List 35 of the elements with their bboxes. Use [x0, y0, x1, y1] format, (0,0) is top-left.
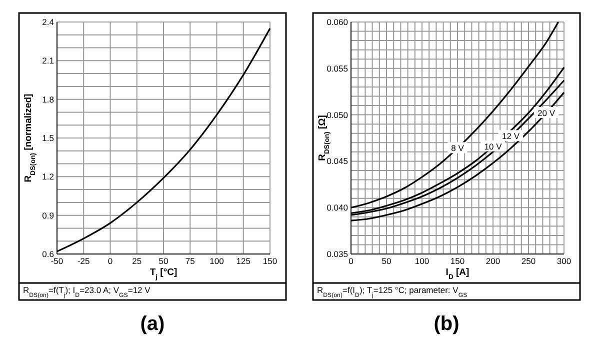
x-tick-label: 100	[210, 256, 224, 266]
text: (a)	[140, 313, 165, 335]
x-tick-label: 300	[556, 256, 572, 266]
x-axis-title: I$_{D}$ [A]	[446, 267, 470, 280]
x-tick-label: 0	[108, 256, 113, 266]
x-tick-label: 150	[262, 256, 278, 266]
y-tick-label: 0.055	[326, 63, 348, 74]
x-tick-label: -25	[77, 256, 90, 266]
x-tick-label: 75	[185, 256, 196, 266]
x-tick-label: 50	[158, 256, 168, 266]
y-tick-label: 1.2	[42, 172, 54, 182]
x-tick-label: 125	[236, 256, 251, 266]
y-tick-label: 0.035	[326, 249, 348, 259]
text: R$_{DS(on)}$=f(I$_{D}$); T$_{j}$=125 °C; parameter: V$_{GS}$	[317, 285, 468, 298]
text: R$_{DS(on)}$=f(T$_{j}$); I$_{D}$=23.0 A; V$_{GS}$=12 V	[23, 285, 150, 298]
y-tick-label: 0.6	[42, 249, 54, 259]
y-tick-label: 0.045	[326, 156, 348, 166]
text: (b)	[434, 313, 460, 335]
y-tick-label: 0.040	[326, 202, 348, 213]
y-tick-label: 2.1	[42, 56, 54, 66]
x-tick-label: 0	[348, 256, 354, 266]
x-tick-label: 200	[486, 256, 500, 266]
x-tick-label: 150	[450, 256, 465, 266]
x-axis-title: T$_{j}$ [°C]	[150, 267, 178, 280]
x-tick-label: -50	[50, 256, 64, 266]
y-tick-label: 0.9	[42, 210, 54, 220]
y-tick-label: 1.8	[42, 94, 54, 104]
x-tick-label: 25	[132, 256, 142, 266]
x-tick-label: 250	[521, 256, 536, 266]
y-tick-label: 0.050	[326, 110, 348, 120]
x-tick-label: 50	[382, 256, 392, 266]
x-tick-label: 100	[414, 256, 430, 266]
y-tick-label: 1.5	[42, 133, 54, 143]
y-tick-label: 0.060	[326, 17, 348, 27]
y-tick-label: 2.4	[42, 17, 54, 27]
